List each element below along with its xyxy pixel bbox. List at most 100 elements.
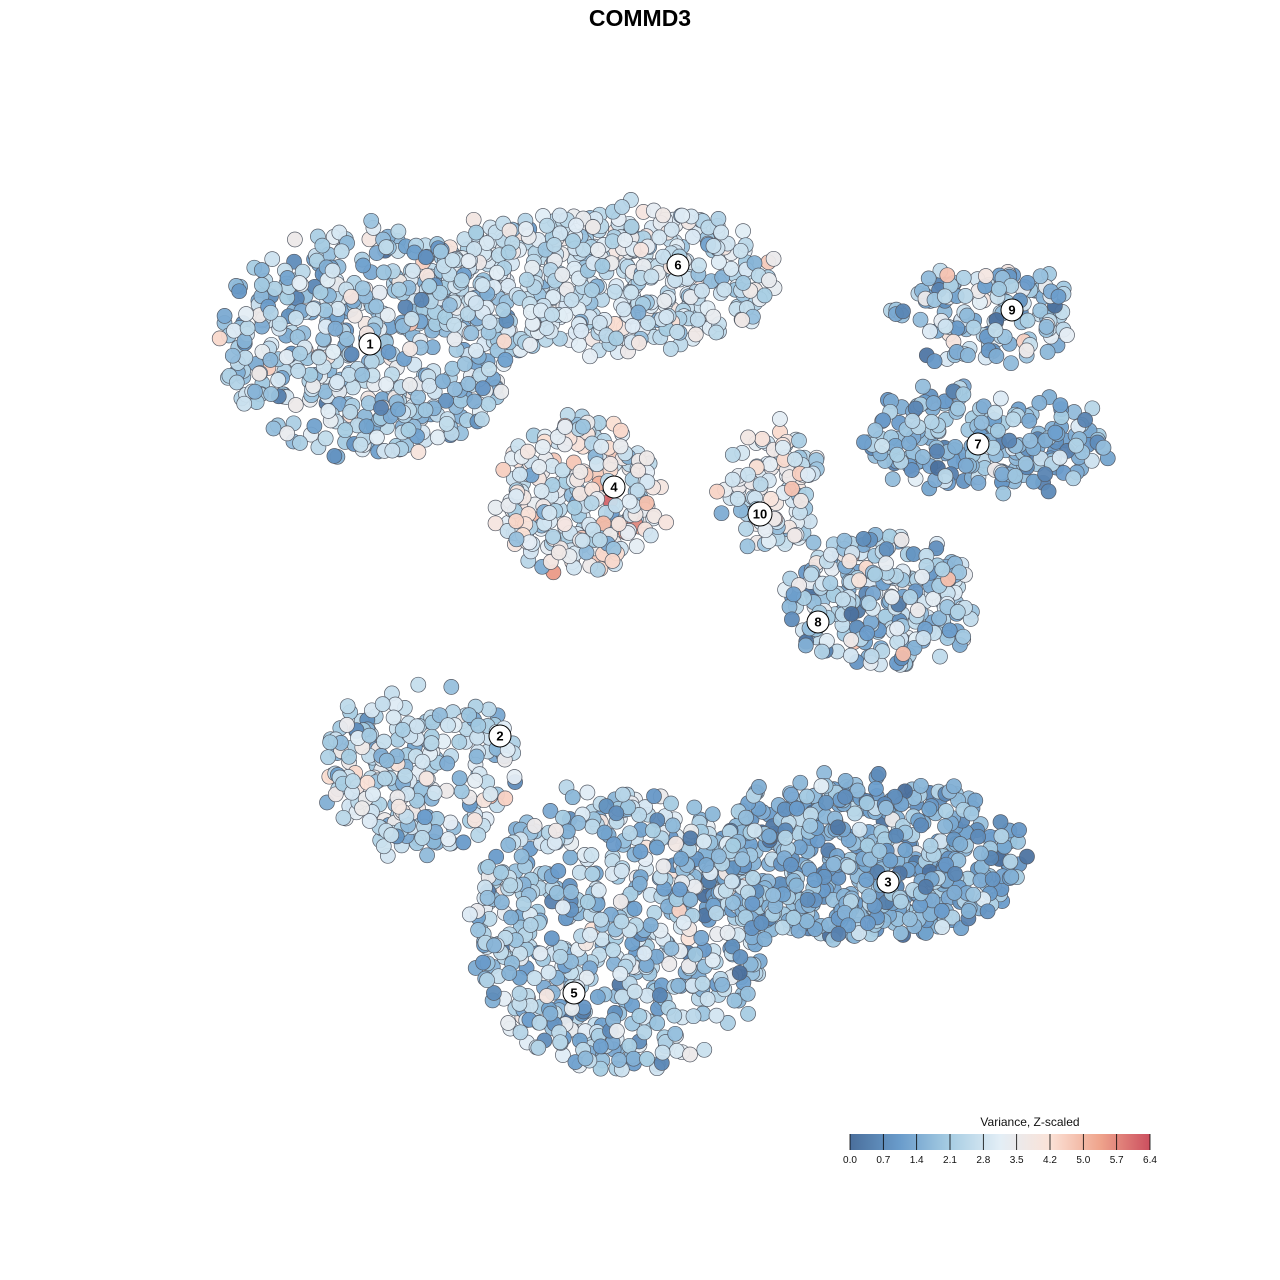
cell-point bbox=[696, 1041, 713, 1058]
cell-point bbox=[453, 783, 470, 800]
cell-point bbox=[402, 341, 418, 357]
cell-point bbox=[231, 283, 248, 300]
cell-point bbox=[247, 383, 263, 400]
cell-point bbox=[785, 586, 802, 603]
cell-point bbox=[970, 475, 987, 491]
cell-point bbox=[799, 913, 815, 930]
cell-point bbox=[512, 1024, 529, 1041]
cell-point bbox=[937, 288, 953, 305]
cell-point bbox=[740, 466, 756, 483]
cell-point bbox=[384, 442, 401, 459]
cell-point bbox=[669, 324, 686, 340]
cell-point bbox=[914, 449, 931, 465]
cell-point bbox=[557, 419, 573, 435]
cell-point bbox=[904, 413, 921, 429]
cell-point bbox=[239, 320, 256, 337]
cell-point bbox=[333, 243, 350, 260]
cell-point bbox=[897, 842, 914, 858]
cell-point bbox=[963, 805, 980, 822]
cell-point bbox=[582, 348, 598, 365]
cell-point bbox=[573, 323, 590, 339]
cell-point bbox=[596, 824, 613, 841]
cell-point bbox=[475, 380, 491, 397]
cell-point bbox=[545, 528, 561, 545]
cell-point bbox=[432, 243, 449, 260]
cell-point bbox=[265, 420, 282, 437]
cell-point bbox=[613, 863, 630, 879]
cell-point bbox=[788, 877, 805, 894]
points-layer bbox=[211, 192, 1116, 1078]
cell-point bbox=[754, 431, 771, 447]
cell-point bbox=[311, 349, 327, 366]
cell-point bbox=[663, 221, 680, 238]
cell-point bbox=[375, 838, 392, 855]
cell-point bbox=[500, 1015, 517, 1031]
cell-point bbox=[799, 891, 816, 908]
cell-point bbox=[915, 378, 931, 395]
cell-point bbox=[557, 307, 574, 323]
cell-point bbox=[1019, 274, 1036, 291]
cell-point bbox=[955, 270, 972, 286]
cell-point bbox=[566, 499, 583, 516]
cell-point bbox=[732, 242, 749, 259]
cell-point bbox=[938, 803, 954, 819]
cell-point bbox=[922, 323, 938, 340]
cell-point bbox=[939, 267, 956, 284]
cell-point bbox=[380, 344, 397, 360]
cell-point bbox=[774, 919, 791, 936]
cell-point bbox=[617, 232, 633, 248]
cell-point bbox=[633, 242, 649, 258]
cell-point bbox=[720, 1015, 736, 1031]
cell-point bbox=[403, 311, 420, 327]
cell-point bbox=[946, 884, 963, 901]
cell-point bbox=[511, 985, 528, 1002]
cluster-label-badge bbox=[747, 501, 773, 527]
cell-point bbox=[772, 411, 788, 427]
cell-point bbox=[763, 491, 779, 507]
cell-point bbox=[694, 975, 711, 992]
cell-point bbox=[563, 884, 579, 900]
cell-point bbox=[856, 434, 872, 451]
cell-point bbox=[236, 395, 253, 412]
cell-point bbox=[590, 242, 606, 258]
cell-point bbox=[726, 992, 743, 1009]
cell-point bbox=[371, 284, 388, 301]
cell-point bbox=[320, 403, 337, 419]
legend-ticks: 0.0 0.7 1.4 2.1 2.8 3.5 4.2 5.0 5.7 6.4 bbox=[843, 1134, 1157, 1166]
cell-point bbox=[984, 871, 1001, 888]
cell-point bbox=[410, 676, 427, 693]
cell-point bbox=[503, 909, 519, 926]
cell-point bbox=[508, 488, 525, 505]
cell-point bbox=[1095, 439, 1112, 456]
cell-point bbox=[589, 456, 605, 473]
cell-point bbox=[604, 553, 621, 569]
cell-point bbox=[400, 422, 417, 438]
cell-point bbox=[352, 436, 369, 453]
cell-point bbox=[753, 915, 770, 931]
cell-point bbox=[665, 817, 681, 834]
cell-point bbox=[705, 308, 722, 325]
cell-point bbox=[921, 801, 938, 818]
cell-point bbox=[1022, 432, 1039, 449]
cluster-label-badge bbox=[1000, 298, 1024, 322]
cell-point bbox=[675, 914, 692, 931]
cell-point bbox=[882, 852, 899, 869]
cell-point bbox=[708, 324, 725, 341]
cell-point bbox=[713, 224, 729, 241]
cell-point bbox=[410, 444, 427, 460]
cell-point bbox=[1068, 437, 1084, 454]
cell-point bbox=[1003, 868, 1020, 885]
cell-point bbox=[738, 520, 754, 537]
cell-point bbox=[687, 326, 704, 343]
cell-point bbox=[893, 893, 909, 910]
cell-point bbox=[487, 515, 504, 532]
cell-point bbox=[416, 809, 433, 826]
cell-point bbox=[959, 307, 975, 324]
cell-point bbox=[738, 809, 754, 826]
cell-point bbox=[549, 885, 565, 901]
cell-point bbox=[629, 482, 646, 499]
cell-point bbox=[228, 374, 245, 391]
cell-point bbox=[711, 254, 727, 270]
cell-point bbox=[404, 262, 421, 279]
cell-point bbox=[390, 401, 407, 418]
